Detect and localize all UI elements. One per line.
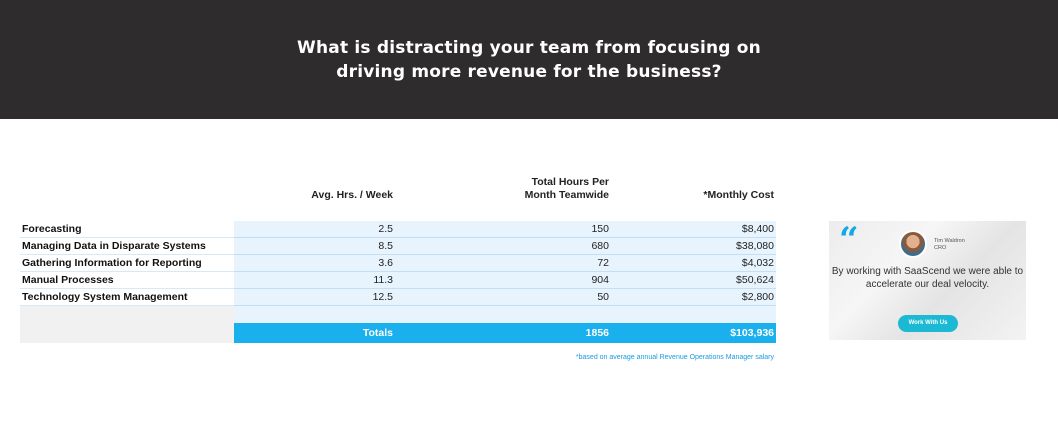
avg-hours-cell: 3.6 — [234, 255, 393, 272]
spacer-label — [20, 306, 234, 323]
column-header-total-hours-line2: Month Teamwide — [524, 189, 609, 201]
column-header-monthly-cost: *Monthly Cost — [703, 189, 774, 201]
page-header: What is distracting your team from focus… — [0, 0, 1058, 119]
column-header-total-hours-line1: Total Hours Per — [531, 176, 609, 188]
total-hours-cell: 50 — [393, 289, 609, 306]
row-label: Forecasting — [20, 221, 234, 238]
person-info: Tim Waldron CRO — [934, 238, 965, 252]
total-hours-cell: 72 — [393, 255, 609, 272]
monthly-cost-cell: $8,400 — [609, 221, 776, 238]
testimonial-quote: By working with SaaScend we were able to… — [831, 266, 1024, 290]
work-with-us-button[interactable]: Work With Us — [898, 315, 958, 332]
testimonial-card: “ Tim Waldron CRO By working with SaaSce… — [829, 221, 1026, 340]
table-row: Forecasting 2.5 150 $8,400 — [20, 221, 776, 238]
monthly-cost-cell: $4,032 — [609, 255, 776, 272]
column-header-total-hours: Total Hours Per Month Teamwide — [490, 176, 609, 202]
table-row: Technology System Management 12.5 50 $2,800 — [20, 289, 776, 306]
row-label: Gathering Information for Reporting — [20, 255, 234, 272]
person-role: CRO — [934, 245, 947, 251]
table-row: Managing Data in Disparate Systems 8.5 680… — [20, 238, 776, 255]
row-label: Managing Data in Disparate Systems — [20, 238, 234, 255]
totals-cost: $103,936 — [609, 323, 776, 343]
row-label: Technology System Management — [20, 289, 234, 306]
footnote: *based on average annual Revenue Operati… — [575, 354, 774, 361]
table-row: Gathering Information for Reporting 3.6 72… — [20, 255, 776, 272]
avg-hours-cell: 12.5 — [234, 289, 393, 306]
avg-hours-cell: 2.5 — [234, 221, 393, 238]
quote-icon: “ — [839, 221, 859, 260]
totals-row: Totals 1856 $103,936 — [20, 323, 776, 343]
avg-hours-cell: 11.3 — [234, 272, 393, 289]
totals-empty-label — [20, 323, 234, 343]
total-hours-cell: 680 — [393, 238, 609, 255]
person-name: Tim Waldron — [934, 238, 965, 244]
page-title: What is distracting your team from focus… — [297, 37, 761, 82]
cost-table: Forecasting 2.5 150 $8,400 Managing Data in … — [20, 221, 776, 343]
spacer-cells — [234, 306, 776, 323]
total-hours-cell: 904 — [393, 272, 609, 289]
avatar — [899, 230, 927, 258]
totals-label: Totals — [234, 323, 393, 343]
avg-hours-cell: 8.5 — [234, 238, 393, 255]
table-row: Manual Processes 11.3 904 $50,624 — [20, 272, 776, 289]
totals-hours: 1856 — [393, 323, 609, 343]
table-spacer-row — [20, 306, 776, 323]
monthly-cost-cell: $2,800 — [609, 289, 776, 306]
monthly-cost-cell: $50,624 — [609, 272, 776, 289]
row-label: Manual Processes — [20, 272, 234, 289]
column-header-avg-hours: Avg. Hrs. / Week — [311, 189, 393, 201]
total-hours-cell: 150 — [393, 221, 609, 238]
monthly-cost-cell: $38,080 — [609, 238, 776, 255]
